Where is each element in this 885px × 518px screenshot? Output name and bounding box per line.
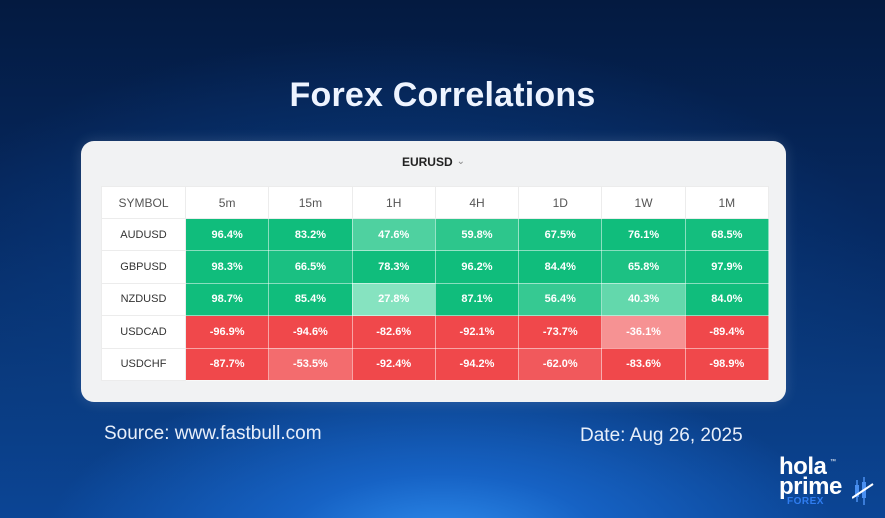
- symbol-cell: NZDUSD: [101, 282, 186, 317]
- column-header[interactable]: 4H: [434, 186, 520, 219]
- page-title: Forex Correlations: [289, 76, 596, 114]
- chevron-down-icon: ⌄: [456, 155, 466, 167]
- correlation-cell: -96.9%: [184, 315, 270, 349]
- table-row[interactable]: NZDUSD 98.7% 85.4% 27.8% 87.1% 56.4% 40.3% 84.0…: [101, 282, 770, 317]
- correlation-cell: 84.4%: [518, 250, 603, 284]
- correlation-cell: 98.3%: [184, 250, 270, 284]
- correlation-cell: 85.4%: [268, 282, 353, 317]
- hola-prime-logo: hola ™ prime FOREX: [777, 453, 877, 512]
- correlation-cell: -92.1%: [434, 315, 520, 349]
- logo-trademark: ™: [830, 459, 836, 465]
- column-header[interactable]: 1D: [518, 186, 603, 219]
- correlation-cell: 78.3%: [351, 250, 436, 284]
- logo-line-1: hola: [779, 453, 827, 480]
- correlation-cell: -92.4%: [351, 347, 436, 381]
- base-symbol-label: EURUSD: [401, 155, 453, 169]
- correlation-cell: 67.5%: [518, 217, 603, 252]
- correlation-cell: 76.1%: [601, 217, 686, 252]
- correlation-cell: -53.5%: [268, 347, 353, 381]
- correlation-cell: 40.3%: [601, 282, 686, 317]
- column-header[interactable]: 1H: [351, 186, 436, 219]
- correlation-cell: -89.4%: [684, 315, 770, 349]
- date-text: Date: Aug 26, 2025: [580, 425, 743, 446]
- correlation-cell: -73.7%: [518, 315, 603, 349]
- correlation-cell: 83.2%: [268, 217, 353, 252]
- column-header[interactable]: 5m: [184, 186, 270, 219]
- correlation-cell: 65.8%: [601, 250, 686, 284]
- correlation-cell: 59.8%: [434, 217, 520, 252]
- correlation-cell: -82.6%: [351, 315, 436, 349]
- correlation-cell: 98.7%: [184, 282, 270, 317]
- column-header[interactable]: 1M: [684, 186, 770, 219]
- symbol-cell: AUDUSD: [101, 217, 186, 252]
- correlation-cell: 56.4%: [518, 282, 603, 317]
- correlation-cell: 68.5%: [684, 217, 770, 252]
- candlestick-icon: [852, 477, 874, 505]
- column-header[interactable]: 1W: [601, 186, 686, 219]
- column-header[interactable]: 15m: [268, 186, 353, 219]
- correlation-cell: -62.0%: [518, 347, 603, 381]
- correlation-cell: -36.1%: [601, 315, 686, 349]
- base-symbol-dropdown[interactable]: EURUSD ⌄: [81, 155, 786, 169]
- correlation-cell: -83.6%: [601, 347, 686, 381]
- correlation-cell: 96.4%: [184, 217, 270, 252]
- correlation-cell: -94.2%: [434, 347, 520, 381]
- table-row[interactable]: USDCAD -96.9% -94.6% -82.6% -92.1% -73.7% -36.…: [101, 315, 770, 349]
- symbol-cell: USDCHF: [101, 347, 186, 381]
- source-text: Source: www.fastbull.com: [104, 423, 322, 444]
- logo-line-3: FOREX: [787, 496, 824, 507]
- table-row[interactable]: AUDUSD 96.4% 83.2% 47.6% 59.8% 67.5% 76.1% 68.5…: [101, 217, 770, 252]
- symbol-cell: USDCAD: [101, 315, 186, 349]
- column-header-symbol: SYMBOL: [101, 186, 186, 219]
- correlation-widget: EURUSD ⌄ SYMBOL 5m 15m 1H 4H 1D 1W 1M AU…: [81, 141, 786, 402]
- table-row[interactable]: GBPUSD 98.3% 66.5% 78.3% 96.2% 84.4% 65.8% 97.9…: [101, 250, 770, 284]
- correlation-cell: -87.7%: [184, 347, 270, 381]
- correlation-cell: 96.2%: [434, 250, 520, 284]
- correlation-cell: 97.9%: [684, 250, 770, 284]
- symbol-cell: GBPUSD: [101, 250, 186, 284]
- correlation-cell: -98.9%: [684, 347, 770, 381]
- logo-line-2: prime: [779, 473, 842, 500]
- correlation-cell: -94.6%: [268, 315, 353, 349]
- table-header-row: SYMBOL 5m 15m 1H 4H 1D 1W 1M: [101, 186, 770, 219]
- correlation-cell: 27.8%: [351, 282, 436, 317]
- correlation-cell: 66.5%: [268, 250, 353, 284]
- correlation-cell: 87.1%: [434, 282, 520, 317]
- correlation-cell: 47.6%: [351, 217, 436, 252]
- correlation-table: SYMBOL 5m 15m 1H 4H 1D 1W 1M AUDUSD 96.4%…: [101, 186, 770, 381]
- correlation-cell: 84.0%: [684, 282, 770, 317]
- table-row[interactable]: USDCHF -87.7% -53.5% -92.4% -94.2% -62.0% -83.…: [101, 347, 770, 381]
